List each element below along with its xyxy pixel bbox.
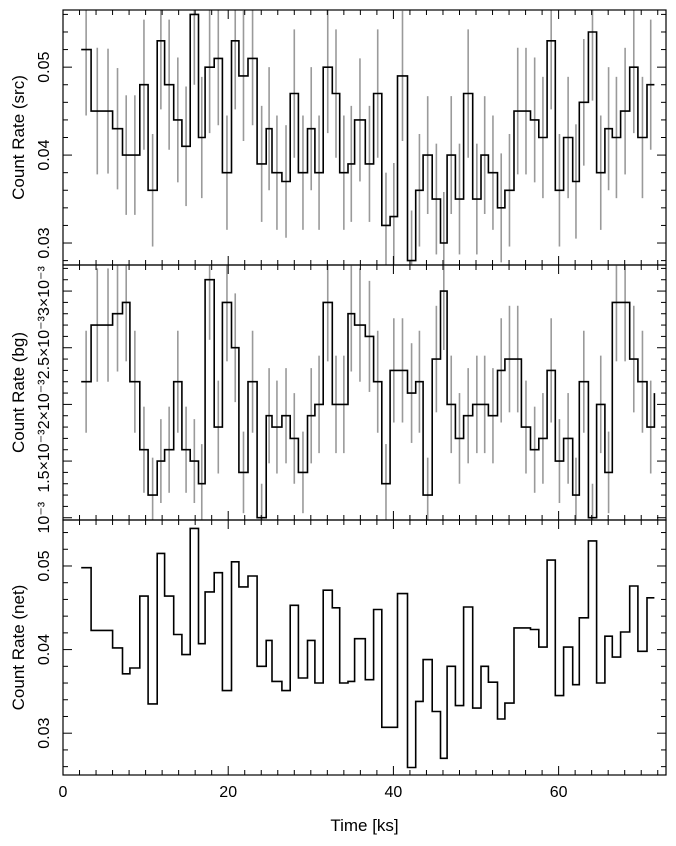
y-tick-label: 0.03 [36,718,53,749]
panel-bg: 10⁻³ 1.5×10⁻³2×10⁻³2.5×10⁻³3×10⁻³ Count Ra… [9,264,667,533]
y-tick-label: 1.5×10⁻³ [36,429,53,493]
y-tick-label: 2.5×10⁻³ [36,315,53,379]
y-tick-label: 0.05 [36,52,53,83]
panel-frame [62,519,667,776]
y-tick-label: 0.04 [36,634,53,665]
x-tick-label: 60 [550,784,568,801]
y-tick-label: 0.04 [36,139,53,170]
y-tick-label: 10⁻³ [36,501,53,533]
y-tick-label: 0.05 [36,550,53,581]
series-step-line [81,527,655,769]
x-tick-label: 40 [385,784,403,801]
series-step-line [81,13,655,262]
y-tick-label: 0.03 [36,227,53,258]
x-tick-label: 0 [59,784,68,801]
y-tick-label: 3×10⁻³ [36,266,53,316]
y-axis-title: Count Rate (net) [9,585,28,711]
y-axis-title: Count Rate (bg) [9,332,28,453]
y-tick-label: 2×10⁻³ [36,379,53,429]
x-tick-label: 20 [219,784,237,801]
y-axis-title: Count Rate (src) [9,75,28,200]
data-marks [81,527,655,769]
data-marks [81,10,655,265]
data-marks [81,265,656,520]
series-step-line [81,278,656,519]
x-axis-title: Time [ks] [330,816,398,835]
panel-net: 0.03 0.04 0.05 Count Rate (net) 0 20 40 60 Time … [9,519,667,835]
panel-src: 0.03 0.04 0.05 Count Rate (src) [9,9,667,266]
